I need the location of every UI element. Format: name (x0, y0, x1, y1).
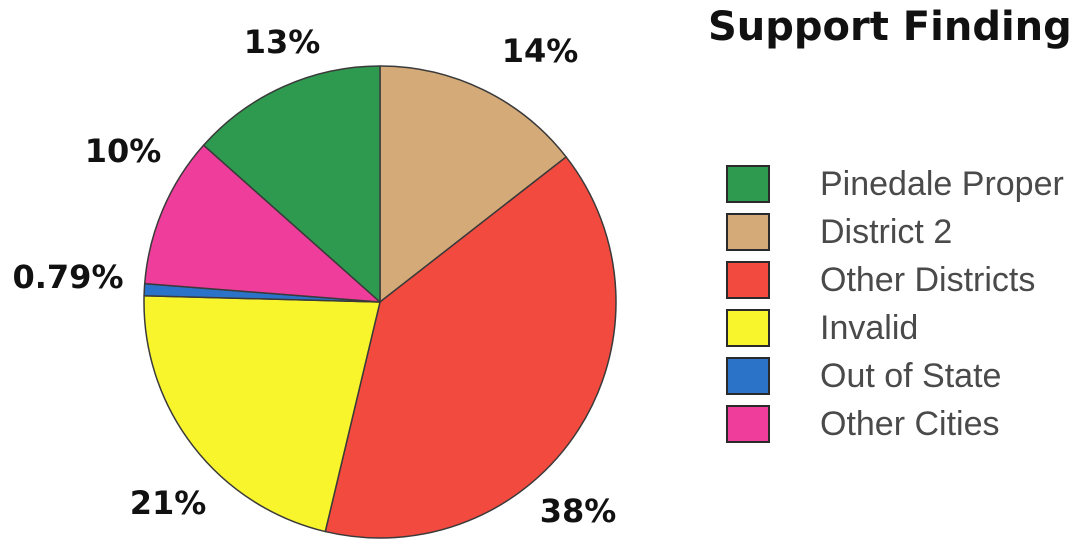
pie-slice-pinedale-proper (202, 65, 381, 303)
pie-labels: 13% 14% 38% 21% 0.79% 10% (12, 23, 616, 530)
legend-swatch-invalid (726, 309, 770, 347)
data-label-other-cities: 10% (85, 132, 162, 170)
legend-swatch-other-cities (726, 405, 770, 443)
legend-item-out-of-state: Out of State (726, 352, 1064, 400)
data-label-district-2: 14% (502, 32, 579, 70)
data-label-out-of-state: 0.79% (12, 258, 123, 296)
chart-title: Support Finding (708, 4, 1072, 50)
pie-slice-district-2 (379, 65, 567, 303)
legend-swatch-out-of-state (726, 357, 770, 395)
legend-label-district-2: District 2 (820, 213, 953, 251)
data-label-pinedale-proper: 13% (244, 23, 321, 61)
legend-swatch-pinedale-proper (726, 165, 770, 203)
data-label-other-districts: 38% (540, 492, 617, 530)
pie-slices (143, 65, 617, 539)
legend-swatch-district-2 (726, 213, 770, 251)
legend-label-pinedale-proper: Pinedale Proper (820, 165, 1064, 203)
legend-item-invalid: Invalid (726, 304, 1064, 352)
legend-item-pinedale-proper: Pinedale Proper (726, 160, 1064, 208)
legend-item-other-cities: Other Cities (726, 400, 1064, 448)
legend-label-other-cities: Other Cities (820, 405, 1000, 443)
legend-label-invalid: Invalid (820, 309, 919, 347)
pie-slice-other-districts (324, 156, 617, 539)
legend-swatch-other-districts (726, 261, 770, 299)
legend-item-district-2: District 2 (726, 208, 1064, 256)
pie-slice-invalid (143, 295, 381, 533)
legend-item-other-districts: Other Districts (726, 256, 1064, 304)
data-label-invalid: 21% (130, 484, 207, 522)
legend: Pinedale Proper District 2 Other Districts… (726, 160, 1064, 448)
legend-label-other-districts: Other Districts (820, 261, 1036, 299)
pie-slice-other-cities (143, 144, 381, 303)
legend-label-out-of-state: Out of State (820, 357, 1002, 395)
